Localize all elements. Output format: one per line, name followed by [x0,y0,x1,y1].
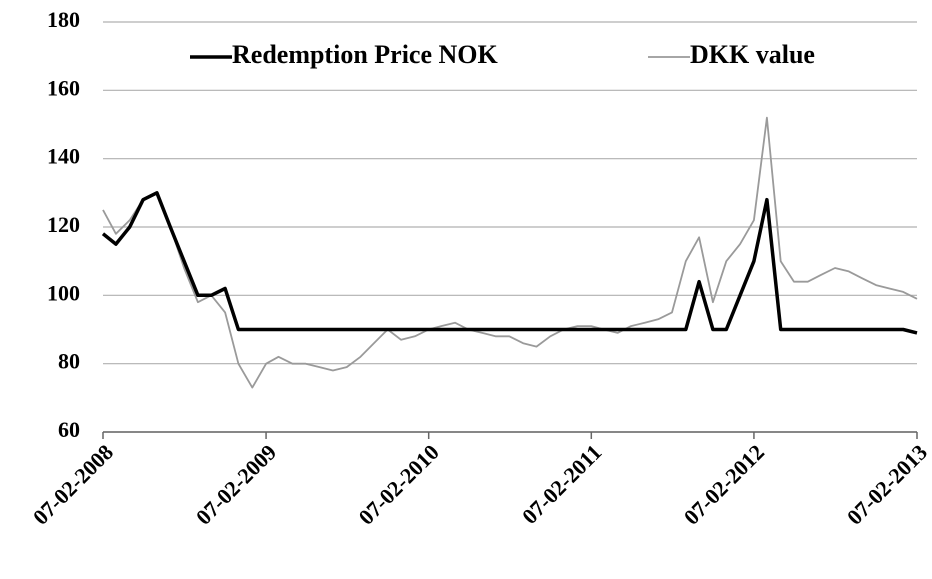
x-tick-label: 07-02-2013 [842,439,932,529]
x-tick-label: 07-02-2011 [517,439,606,528]
legend-label: Redemption Price NOK [232,40,499,69]
series-line [102,116,918,389]
y-tick-label: 140 [47,144,80,169]
y-tick-label: 60 [58,417,80,442]
x-tick-label: 07-02-2008 [28,439,118,529]
x-tick-label: 07-02-2010 [354,439,444,529]
y-tick-label: 80 [58,349,80,374]
legend-label: DKK value [690,40,815,69]
x-tick-label: 07-02-2009 [191,439,281,529]
x-tick-label: 07-02-2012 [679,439,769,529]
series-line [101,191,918,335]
y-tick-label: 180 [47,7,80,32]
y-tick-label: 160 [47,75,80,100]
y-tick-label: 100 [47,280,80,305]
y-tick-label: 120 [47,212,80,237]
